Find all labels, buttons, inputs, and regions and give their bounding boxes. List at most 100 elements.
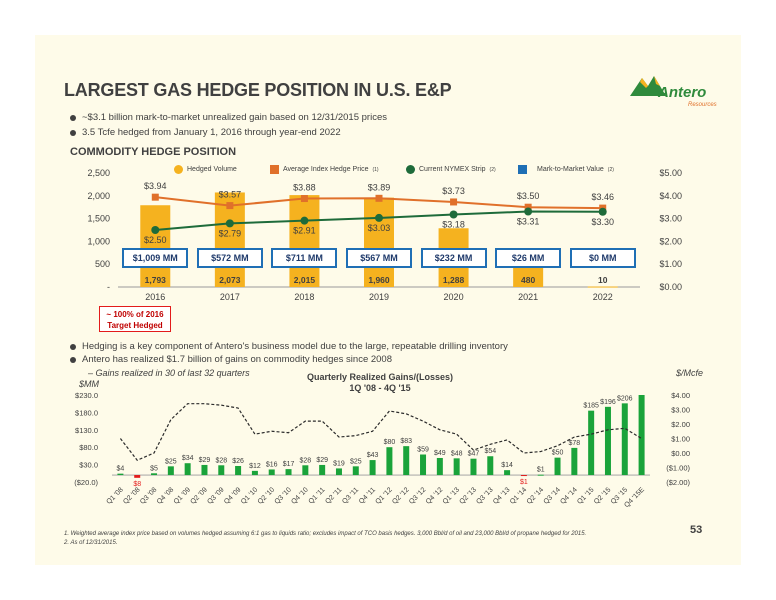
gain-bar <box>436 457 443 476</box>
gain-bar <box>167 466 174 476</box>
gain-bar <box>201 464 208 476</box>
gain-bar <box>218 465 225 476</box>
nymex-label: $3.18 <box>442 219 465 229</box>
avg-price-marker <box>151 193 159 201</box>
hedged-volume-bar <box>364 197 394 287</box>
legend-swatch <box>270 165 279 174</box>
gain-bar <box>621 403 628 476</box>
x-tick-label: Q2 '15 <box>593 486 612 505</box>
gain-bar <box>251 470 258 476</box>
gain-bar <box>352 466 359 476</box>
x-tick-label: Q1 '12 <box>374 486 393 505</box>
callout-line: Target Hedged <box>107 321 163 330</box>
nymex-label: $2.91 <box>293 226 316 236</box>
target-hedged-callout: ~ 100% of 2016 Target Hedged <box>99 306 171 332</box>
x-tick-label: Q4 '10 <box>290 486 309 505</box>
x-tick-label: Q2 '13 <box>459 486 478 505</box>
x-tick-label: Q4 '12 <box>425 486 444 505</box>
x-tick-label: Q3 '10 <box>274 486 293 505</box>
x-tick-label: Q4 '09 <box>223 486 242 505</box>
gain-bar <box>453 458 460 476</box>
x-tick-label: Q3 '13 <box>475 486 494 505</box>
x-tick-label: 2021 <box>518 292 538 302</box>
hedged-volume-label: 1,960 <box>368 275 390 285</box>
x-tick-label: 2019 <box>369 292 389 302</box>
bullet-text: 3.5 Tcfe hedged from January 1, 2016 thr… <box>82 127 341 138</box>
y-right-tick-label: $1.00 <box>671 435 690 444</box>
y-left-tick-label: $180.0 <box>75 408 98 417</box>
gain-label: $83 <box>400 438 412 445</box>
hedged-volume-label: 2,015 <box>294 275 316 285</box>
gain-bar <box>504 470 511 476</box>
gain-label: $28 <box>215 457 227 464</box>
gain-label: $1 <box>520 479 528 486</box>
legend-nymex: Current NYMEX Strip (2) <box>406 165 496 174</box>
section-heading: COMMODITY HEDGE POSITION <box>70 146 237 158</box>
mtm-value-box: $572 MM <box>196 248 263 268</box>
y-left-tick-label: 500 <box>95 259 110 269</box>
mtm-value-box: $0 MM <box>569 248 636 268</box>
unit-left: $MM <box>79 379 99 389</box>
gain-bar <box>369 460 376 476</box>
bullet-dot <box>70 343 76 350</box>
price-line <box>119 403 642 461</box>
x-tick-label: Q3 '14 <box>543 486 562 505</box>
x-tick-label: Q4 '08 <box>156 486 175 505</box>
legend-sup: (1) <box>372 166 379 173</box>
bullet-text: Antero has realized $1.7 billion of gain… <box>82 354 392 365</box>
footnote-1: 1. Weighted average index price based on… <box>64 531 587 537</box>
y-right-tick-label: $0.00 <box>671 449 690 458</box>
y-left-tick-label: - <box>107 282 110 292</box>
x-tick-label: Q4 '13 <box>492 486 511 505</box>
x-tick-label: Q4 '11 <box>358 486 377 505</box>
legend-avg-price: Average Index Hedge Price (1) <box>270 165 379 174</box>
x-tick-label: Q2 '11 <box>324 486 343 505</box>
y-left-tick-label: 2,500 <box>87 168 110 178</box>
gain-bar <box>537 474 544 476</box>
svg-text:Antero: Antero <box>657 84 706 101</box>
mtm-value-box: $232 MM <box>420 248 487 268</box>
gain-label: $59 <box>417 447 429 454</box>
mtm-value-box: $567 MM <box>346 248 412 268</box>
gain-label: $19 <box>333 460 345 467</box>
x-tick-label: Q2 '08 <box>122 486 141 505</box>
gain-label: $12 <box>249 463 261 470</box>
x-tick-label: 2022 <box>593 292 613 302</box>
gain-label: $54 <box>484 448 496 455</box>
nymex-marker <box>598 207 607 216</box>
legend-hedged-volume: Hedged Volume <box>174 165 237 174</box>
gain-label: $29 <box>199 457 211 464</box>
y-right-tick-label: $4.00 <box>659 191 682 201</box>
legend-label: Hedged Volume <box>187 166 237 173</box>
avg-price-label: $3.73 <box>442 186 465 196</box>
footnote-2: 2. As of 12/31/2015. <box>64 540 118 546</box>
gain-bar <box>134 475 141 478</box>
avg-price-marker <box>375 194 383 202</box>
y-left-tick-label: 1,500 <box>87 214 110 224</box>
avg-price-marker <box>450 198 458 206</box>
x-tick-label: Q2 '09 <box>190 486 209 505</box>
gain-label: $49 <box>434 450 446 457</box>
bullet-hedging-key: Hedging is a key component of Antero's b… <box>70 341 508 352</box>
hedged-volume-label: 1,793 <box>145 275 167 285</box>
gain-label: $80 <box>384 439 396 446</box>
gain-bar <box>151 473 158 476</box>
nymex-marker <box>300 216 309 225</box>
hedged-volume-bar <box>587 286 618 288</box>
hedged-volume-label: 10 <box>598 275 608 285</box>
y-right-tick-label: $4.00 <box>671 391 690 400</box>
legend-swatch <box>518 165 527 174</box>
nymex-marker <box>375 213 383 222</box>
gain-bar <box>386 447 393 476</box>
gain-bar <box>554 457 561 476</box>
hedged-volume-bar <box>140 205 171 287</box>
gain-label: $48 <box>451 450 463 457</box>
gains-note: – Gains realized in 30 of last 32 quarte… <box>88 368 250 378</box>
gain-bar <box>571 447 578 476</box>
x-tick-label: Q1 '11 <box>308 486 327 505</box>
quarterly-chart-title: Quarterly Realized Gains/(Losses) 1Q '08… <box>250 372 510 394</box>
y-left-tick-label: ($20.0) <box>74 478 98 487</box>
gain-bar <box>117 473 124 476</box>
avg-price-label: $3.57 <box>219 190 242 200</box>
